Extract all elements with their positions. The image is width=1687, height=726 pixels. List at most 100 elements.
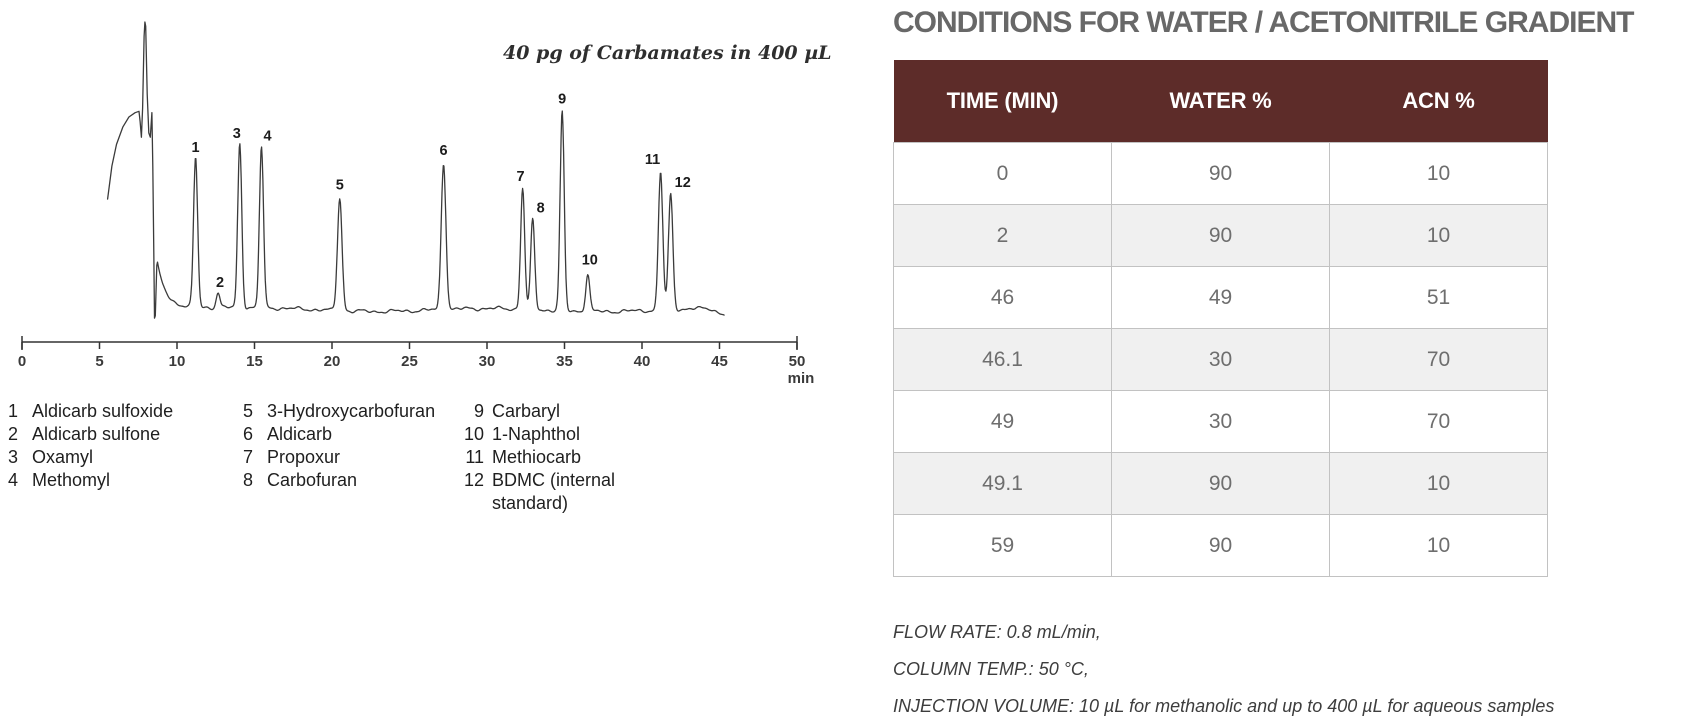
legend-item-name: 3-Hydroxycarbofuran <box>267 401 436 421</box>
table-row: 49 30 70 <box>893 390 1548 453</box>
legend-item-name: BDMC (internal standard) <box>492 470 616 513</box>
legend-item-number: 11 <box>465 447 484 467</box>
x-axis-tick-label: 5 <box>95 353 103 370</box>
peak-label: 11 <box>645 152 660 168</box>
table-cell: 49 <box>893 390 1112 453</box>
legend-item-number: 4 <box>8 470 19 490</box>
peak-label: 2 <box>216 275 224 291</box>
legend-item-name: Carbaryl <box>492 401 561 421</box>
table-cell: 49 <box>1111 266 1330 329</box>
peak-label: 12 <box>675 175 691 191</box>
conditions-title: CONDITIONS FOR WATER / ACETONITRILE GRAD… <box>893 6 1634 39</box>
x-axis-tick-label: 30 <box>479 353 496 370</box>
chromatogram-title: 40 pg of Carbamates in 400 µL <box>503 42 832 64</box>
x-axis-tick-label: 40 <box>634 353 651 370</box>
legend-item-number: 12 <box>463 470 484 490</box>
legend-item-name: Aldicarb sulfone <box>32 424 161 444</box>
table-cell: 2 <box>893 204 1112 267</box>
legend-item: 1 Aldicarb sulfoxide <box>8 400 243 423</box>
legend-item-name: Methomyl <box>32 470 111 490</box>
legend-column: 5 3-Hydroxycarbofuran 6 Aldicarb 7 Propoxur 8 C… <box>243 400 458 515</box>
legend-item: 2 Aldicarb sulfone <box>8 423 243 446</box>
peak-label: 8 <box>537 201 545 217</box>
table-row: 46 49 51 <box>893 266 1548 329</box>
table-row: 0 90 10 <box>893 142 1548 205</box>
table-cell: 70 <box>1329 390 1548 453</box>
legend-item: 10 1-Naphthol <box>458 423 637 446</box>
note-column-temp: COLUMN TEMP.: 50 °C, <box>893 659 1089 679</box>
table-cell: 46.1 <box>893 328 1112 391</box>
legend-item-number: 6 <box>243 424 254 444</box>
table-cell: 10 <box>1329 452 1548 515</box>
legend-item-number: 1 <box>8 401 19 421</box>
peak-label: 7 <box>517 169 525 185</box>
peak-label: 3 <box>233 126 241 142</box>
legend-item: 7 Propoxur <box>243 446 458 469</box>
legend-item-number: 8 <box>243 470 254 490</box>
peak-label: 9 <box>558 91 566 107</box>
legend-item: 11 Methiocarb <box>458 446 637 469</box>
legend-item: 3 Oxamyl <box>8 446 243 469</box>
table-cell: 46 <box>893 266 1112 329</box>
table-cell: 51 <box>1329 266 1548 329</box>
legend-item: 4 Methomyl <box>8 469 243 492</box>
x-axis-unit-label: min <box>788 370 815 387</box>
peak-legend: 1 Aldicarb sulfoxide 2 Aldicarb sulfone 3 Oxa… <box>8 400 637 515</box>
legend-item-name: Oxamyl <box>32 447 94 467</box>
chromatogram-trace <box>106 21 725 319</box>
peak-label: 6 <box>440 143 448 159</box>
legend-item: 8 Carbofuran <box>243 469 458 492</box>
legend-item: 5 3-Hydroxycarbofuran <box>243 400 458 423</box>
x-axis-tick-label: 35 <box>556 353 573 370</box>
x-axis-tick-label: 0 <box>18 353 26 370</box>
x-axis-tick-label: 20 <box>324 353 341 370</box>
gradient-table-head: TIME (MIN) WATER % ACN % <box>893 60 1548 143</box>
table-cell: 10 <box>1329 142 1548 205</box>
legend-item-number: 10 <box>463 424 484 444</box>
x-axis-tick-label: 10 <box>169 353 186 370</box>
gradient-table: TIME (MIN) WATER % ACN % 0 90 10 2 90 10 46 49 51 4… <box>893 60 1548 577</box>
table-cell: 30 <box>1111 390 1330 453</box>
legend-item-name: Aldicarb <box>267 424 333 444</box>
table-row: 2 90 10 <box>893 204 1548 267</box>
legend-item-number: 2 <box>8 424 19 444</box>
peak-label: 5 <box>336 178 344 194</box>
conditions-notes: FLOW RATE: 0.8 mL/min, COLUMN TEMP.: 50 … <box>893 622 1673 726</box>
legend-item-number: 5 <box>243 401 254 421</box>
table-row: 59 90 10 <box>893 514 1548 577</box>
legend-item: 12 BDMC (internal standard) <box>458 469 637 515</box>
note-flow-rate: FLOW RATE: 0.8 mL/min, <box>893 622 1101 642</box>
table-cell: 90 <box>1111 142 1330 205</box>
column-header: TIME (MIN) <box>893 60 1112 143</box>
legend-item-number: 7 <box>243 447 254 467</box>
legend-item-number: 9 <box>473 401 484 421</box>
peak-label: 4 <box>263 129 271 145</box>
peak-label: 1 <box>192 140 200 156</box>
note-injection-vol: INJECTION VOLUME: 10 µL for methanolic a… <box>893 696 1555 716</box>
column-header: ACN % <box>1329 60 1548 143</box>
legend-item-name: 1-Naphthol <box>492 424 581 444</box>
legend-item-name: Propoxur <box>267 447 341 467</box>
x-axis-tick-label: 45 <box>711 353 728 370</box>
legend-item-name: Aldicarb sulfoxide <box>32 401 174 421</box>
x-axis-tick-label: 25 <box>401 353 418 370</box>
table-row: 46.1 30 70 <box>893 328 1548 391</box>
gradient-table-body: 0 90 10 2 90 10 46 49 51 46.1 30 70 49 30 70 49.1 90 10 59… <box>893 142 1548 577</box>
legend-item: 6 Aldicarb <box>243 423 458 446</box>
table-cell: 90 <box>1111 514 1330 577</box>
table-cell: 0 <box>893 142 1112 205</box>
legend-item: 9 Carbaryl <box>458 400 637 423</box>
chromatogram-figure: 1 2 3 4 5 6 7 8 9 10 11 12 0 5 10 15 20 25 30 35 40 45 50 min 4… <box>0 0 832 726</box>
table-cell: 49.1 <box>893 452 1112 515</box>
x-axis-tick-label: 15 <box>246 353 263 370</box>
legend-item-name: Carbofuran <box>267 470 358 490</box>
x-axis-tick-label: 50 <box>789 353 806 370</box>
legend-item-name: Methiocarb <box>492 447 582 467</box>
legend-column: 1 Aldicarb sulfoxide 2 Aldicarb sulfone 3 Oxa… <box>8 400 243 515</box>
table-cell: 59 <box>893 514 1112 577</box>
table-cell: 10 <box>1329 204 1548 267</box>
table-cell: 90 <box>1111 204 1330 267</box>
table-cell: 90 <box>1111 452 1330 515</box>
